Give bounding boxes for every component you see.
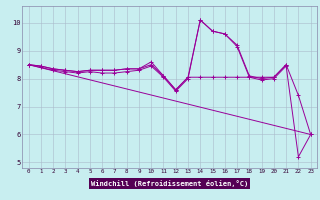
X-axis label: Windchill (Refroidissement éolien,°C): Windchill (Refroidissement éolien,°C) — [91, 180, 248, 187]
